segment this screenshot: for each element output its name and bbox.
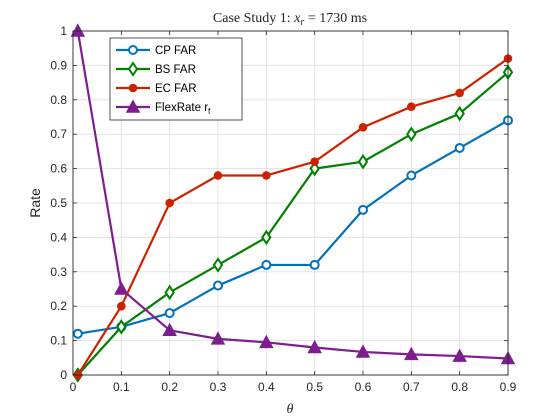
legend-label-text: FlexRate r [155, 102, 208, 114]
chart-title-text: Case Study 1: [213, 11, 294, 26]
legend-marker [128, 83, 138, 93]
legend-label-text: BS FAR [155, 64, 196, 76]
series-flexrate-r [70, 23, 516, 365]
series-line [77, 119, 509, 335]
data-point [404, 346, 419, 361]
x-tick-label: 0.5 [306, 380, 323, 394]
y-tick-label: 0.5 [50, 196, 67, 210]
data-point [357, 153, 369, 170]
data-point [117, 301, 126, 311]
chart-title-rest: = 1730 ms [304, 11, 367, 26]
legend-marker [127, 61, 139, 77]
data-point [114, 281, 129, 295]
y-tick-label: 0.4 [50, 230, 67, 244]
data-point [358, 204, 368, 215]
chart-title-var: x [293, 11, 301, 26]
legend-label: CP FAR [155, 45, 196, 57]
data-point [261, 229, 272, 246]
data-point [454, 142, 465, 153]
legend-item: CP FAR [116, 45, 196, 57]
data-point [307, 339, 322, 354]
y-tick-label: 0.6 [50, 162, 67, 176]
legend-label: FlexRate rf [155, 102, 211, 116]
y-axis-label: Rate [27, 188, 43, 218]
y-tick-label: 0.9 [50, 58, 67, 72]
data-point [406, 126, 417, 143]
data-point [213, 280, 223, 291]
legend-label-sub: f [208, 107, 211, 116]
y-tick-label: 1 [60, 24, 67, 38]
x-tick-label: 0.3 [210, 380, 227, 394]
chart-title-sub: r [300, 17, 304, 28]
data-point [355, 344, 371, 358]
legend-marker [128, 45, 138, 55]
y-tick-label: 0.7 [50, 127, 67, 141]
x-tick-label: 0.9 [500, 380, 517, 394]
data-point [454, 105, 465, 122]
y-tick-label: 0.1 [50, 334, 67, 348]
x-axis-label: θ [287, 402, 294, 417]
legend-item: EC FAR [116, 83, 197, 95]
x-tick-label: 0.6 [355, 380, 372, 394]
axes [72, 30, 509, 376]
data-point [72, 328, 83, 339]
data-point [309, 259, 320, 270]
data-point [259, 334, 274, 349]
gridlines [72, 30, 509, 376]
legend-item: BS FAR [116, 61, 196, 77]
data-point [212, 257, 224, 273]
data-point [213, 171, 223, 180]
legend-marker [125, 99, 141, 113]
x-tick-label: 0.2 [161, 380, 178, 394]
series-cp-far [72, 115, 513, 339]
legend-label: BS FAR [155, 64, 196, 76]
data-point [210, 331, 226, 345]
series-line [76, 57, 509, 376]
data-point [262, 171, 271, 180]
y-tick-label: 0 [60, 368, 67, 382]
data-point [407, 102, 416, 111]
chart-title: Case Study 1: xr = 1730 ms [213, 11, 367, 28]
series-ec-far [73, 54, 513, 380]
series-line [76, 30, 509, 360]
data-point [162, 322, 177, 337]
x-tick-label: 0.1 [113, 380, 130, 394]
legend-item: FlexRate rf [116, 99, 211, 116]
data-point [406, 170, 417, 181]
data-point [358, 123, 368, 132]
data-point [116, 319, 127, 335]
data-point [164, 308, 175, 319]
data-point [452, 348, 467, 362]
legend-label-text: EC FAR [155, 83, 197, 95]
y-tick-label: 0.2 [50, 299, 67, 313]
x-tick-label: 0.7 [403, 380, 420, 394]
y-tick-label: 0.8 [50, 93, 67, 107]
legend-label-text: CP FAR [155, 45, 196, 57]
legend-label: EC FAR [155, 83, 197, 95]
x-tick-label: 0.4 [258, 380, 275, 394]
x-tick-label: 0 [70, 380, 77, 394]
data-point [70, 23, 86, 37]
data-point [164, 284, 175, 301]
series-layer [70, 23, 516, 383]
data-point [309, 160, 320, 177]
data-point [455, 88, 464, 98]
x-tick-label: 0.8 [451, 380, 468, 394]
data-point [261, 259, 272, 270]
data-point [310, 157, 319, 167]
tick-labels: 0 0.1 0.2 0.3 0.4 0.5 0.6 0.7 0.8 0.9 0 0.1 0.2 0.3 0.… [50, 24, 516, 394]
axes-box [72, 30, 509, 376]
y-tick-label: 0.3 [50, 265, 67, 279]
legend: CP FAR BS FAR EC FAR FlexRate rf [109, 37, 243, 121]
data-point [165, 198, 174, 208]
